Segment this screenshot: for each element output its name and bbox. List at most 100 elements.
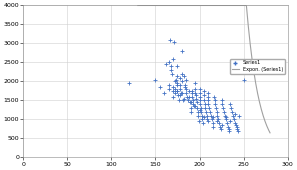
Point	[173, 80, 177, 83]
Point	[234, 126, 239, 128]
Point	[219, 99, 224, 102]
Point	[194, 97, 198, 100]
Point	[194, 93, 198, 96]
Point	[218, 128, 223, 130]
Point	[202, 90, 206, 92]
Point	[228, 103, 233, 106]
Point	[207, 107, 211, 109]
Point	[195, 114, 200, 117]
Point	[232, 112, 237, 115]
Point	[178, 84, 183, 87]
Point	[173, 91, 177, 94]
Point	[200, 114, 205, 117]
Point	[179, 50, 184, 52]
Point	[181, 97, 186, 100]
Point	[190, 95, 195, 98]
Point	[224, 116, 228, 119]
Point	[196, 120, 201, 123]
Point	[197, 108, 202, 111]
Point	[208, 110, 212, 113]
Point	[210, 122, 215, 125]
Point	[181, 74, 186, 77]
Point	[182, 84, 187, 87]
Point	[189, 90, 194, 92]
Point	[187, 90, 191, 92]
Point	[220, 103, 225, 106]
Point	[206, 95, 211, 98]
Point	[179, 80, 184, 83]
Point	[153, 78, 158, 81]
Point	[166, 84, 171, 87]
Point	[175, 82, 180, 85]
Point	[179, 91, 184, 94]
Point	[173, 88, 177, 90]
Point	[127, 82, 131, 85]
Point	[193, 105, 198, 107]
Point	[228, 120, 233, 123]
Point	[179, 72, 184, 75]
Point	[195, 110, 200, 113]
Point	[201, 122, 206, 125]
Point	[176, 93, 181, 96]
Point	[192, 105, 197, 107]
Point	[195, 101, 199, 104]
Point	[221, 107, 226, 109]
Point	[180, 99, 185, 102]
Point	[203, 103, 207, 106]
Point	[211, 95, 216, 98]
Point	[178, 93, 183, 96]
Point	[171, 90, 176, 92]
Point	[186, 99, 190, 102]
Point	[222, 110, 227, 113]
Point	[166, 88, 171, 90]
Point	[223, 114, 228, 117]
Point	[169, 69, 174, 71]
Point	[235, 128, 240, 130]
Legend: Series1, Expon. (Series1): Series1, Expon. (Series1)	[230, 58, 285, 74]
Point	[231, 114, 236, 117]
Point	[178, 76, 183, 79]
Point	[217, 122, 221, 125]
Point	[205, 118, 210, 121]
Point	[224, 118, 228, 121]
Point	[199, 110, 204, 113]
Point	[217, 126, 222, 128]
Point	[185, 95, 189, 98]
Point	[198, 103, 203, 106]
Point	[168, 38, 173, 41]
Point	[232, 122, 237, 125]
Point	[203, 107, 207, 109]
Point	[191, 103, 196, 106]
Point	[184, 78, 189, 81]
Point	[237, 114, 241, 117]
Point	[215, 114, 219, 117]
Point	[177, 99, 182, 102]
Point	[204, 114, 209, 117]
Point	[175, 74, 180, 77]
Point	[241, 78, 246, 81]
Point	[230, 110, 235, 113]
Point	[208, 114, 213, 117]
Point	[210, 126, 215, 128]
Point	[206, 120, 211, 123]
Point	[188, 101, 193, 104]
Point	[191, 99, 196, 102]
Point	[171, 95, 176, 98]
Point	[213, 103, 218, 106]
Point	[202, 116, 206, 119]
Point	[233, 124, 238, 126]
Point	[188, 107, 193, 109]
Point	[197, 91, 202, 94]
Point	[203, 110, 208, 113]
Point	[175, 90, 180, 92]
Point	[225, 126, 230, 128]
Point	[171, 86, 176, 88]
Point	[174, 90, 179, 92]
Point	[200, 118, 205, 121]
Point	[172, 40, 176, 43]
Point	[187, 95, 191, 98]
Point	[183, 86, 188, 88]
Point	[199, 107, 204, 109]
Point	[206, 103, 211, 106]
Point	[206, 91, 211, 94]
